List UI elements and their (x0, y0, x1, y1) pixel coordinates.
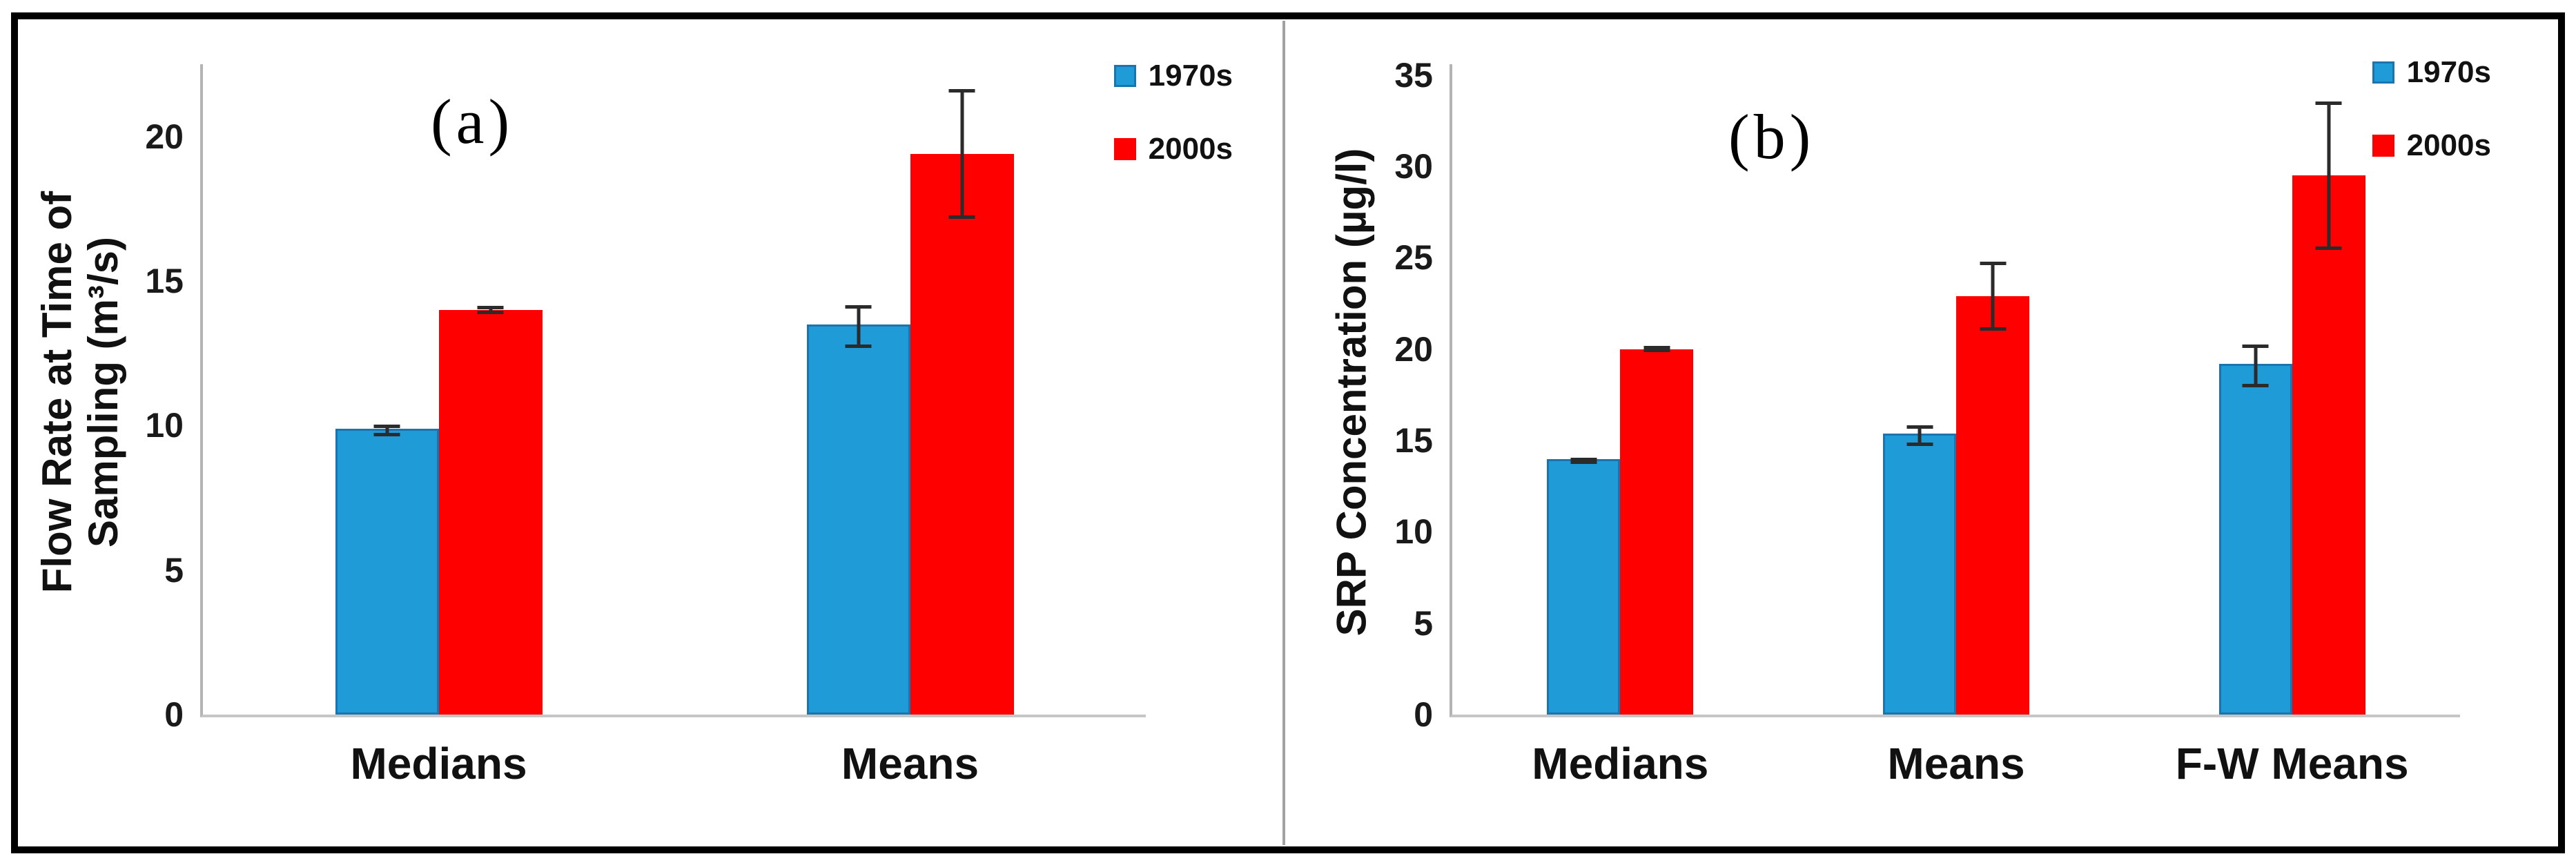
y-axis-title-line: Sampling (m³/s) (80, 236, 126, 548)
legend-label: 1970s (2406, 55, 2491, 89)
error-bar (1918, 426, 1922, 445)
legend-item: 2000s (1113, 132, 1233, 166)
y-tick-label: 35 (1394, 55, 1433, 95)
y-tick-label: 10 (1394, 512, 1433, 552)
error-bar (489, 307, 492, 313)
category-slot (203, 64, 674, 715)
category-slot (674, 64, 1146, 715)
bar-1970s (1883, 426, 1956, 715)
bar-2000s (1956, 263, 2029, 715)
y-tick-label: 0 (164, 695, 184, 734)
plot-area: (a) Medians Means 0 5 10 15 20 (145, 64, 1146, 788)
y-axis-title: Flow Rate at Time of Sampling (m³/s) (34, 0, 126, 841)
legend-label: 2000s (2406, 128, 2491, 162)
error-bar (385, 426, 389, 435)
y-tick-label: 25 (1394, 238, 1433, 278)
y-tick-label: 5 (1414, 603, 1433, 643)
legend-swatch (2372, 61, 2394, 84)
legend: 1970s 2000s (1113, 59, 1233, 207)
error-bar (857, 306, 860, 347)
y-axis-title-line: SRP Concentration (µg/l) (1328, 148, 1375, 637)
x-category-labels: Medians Means F-W Means (1452, 738, 2460, 789)
error-bar (1991, 263, 1995, 329)
y-axis-title: SRP Concentration (µg/l) (1328, 0, 1374, 841)
category-slot (1788, 64, 2125, 715)
error-bar (1581, 458, 1585, 463)
y-tick-label: 20 (1394, 329, 1433, 369)
bar-1970s (806, 306, 910, 715)
error-bar (2327, 102, 2331, 249)
legend-swatch (1113, 138, 1136, 160)
y-tick-label: 0 (1414, 695, 1433, 734)
plot-area: (b) Medians Means F-W Means 0 5 10 15 20 25 30 35 (1394, 58, 2460, 788)
legend-item: 1970s (2372, 57, 2491, 88)
x-category-label: Medians (350, 739, 527, 788)
error-bar (960, 90, 964, 217)
legend-item: 1970s (1113, 59, 1233, 93)
y-axis-title-line: Flow Rate at Time of (33, 191, 80, 594)
y-tick-label: 5 (164, 550, 184, 590)
panel-label: (b) (1728, 101, 1815, 172)
bar-1970s (2218, 346, 2292, 715)
panel-a: Flow Rate at Time of Sampling (m³/s) (a) … (19, 19, 1282, 845)
x-category-labels: Medians Means (203, 738, 1146, 789)
y-tick-label: 20 (145, 117, 184, 156)
panel-divider (1282, 21, 1285, 845)
bar-2000s (2292, 102, 2365, 715)
bar-1970s (1547, 458, 1621, 715)
y-tick-label: 15 (145, 262, 184, 301)
error-bar (2254, 346, 2258, 386)
y-tick-label: 30 (1394, 147, 1433, 186)
y-tick-label: 10 (145, 406, 184, 445)
plot-bars (1452, 64, 2460, 715)
panel-b: SRP Concentration (µg/l) (b) Medians Mean… (1282, 19, 2557, 845)
x-category-label: Medians (1532, 739, 1709, 788)
legend-swatch (1113, 65, 1136, 87)
y-tick-label: 15 (1394, 421, 1433, 460)
bar-2000s (910, 90, 1014, 715)
legend-label: 2000s (1148, 132, 1233, 166)
plot-bars (203, 64, 1146, 715)
legend-swatch (2372, 135, 2394, 157)
panel-label: (a) (431, 86, 514, 157)
bar-2000s (1620, 347, 1694, 715)
legend: 1970s 2000s (2372, 57, 2491, 204)
bar-2000s (438, 307, 543, 715)
legend-label: 1970s (1148, 59, 1233, 93)
legend-item: 2000s (2372, 130, 2491, 161)
x-category-label: F-W Means (2175, 739, 2409, 788)
category-slot (2124, 64, 2460, 715)
category-slot (1452, 64, 1788, 715)
bar-1970s (335, 426, 439, 715)
x-category-label: Means (841, 739, 979, 788)
error-bar (1655, 347, 1659, 351)
panel-row: Flow Rate at Time of Sampling (m³/s) (a) … (19, 19, 2557, 845)
x-category-label: Means (1887, 739, 2025, 788)
